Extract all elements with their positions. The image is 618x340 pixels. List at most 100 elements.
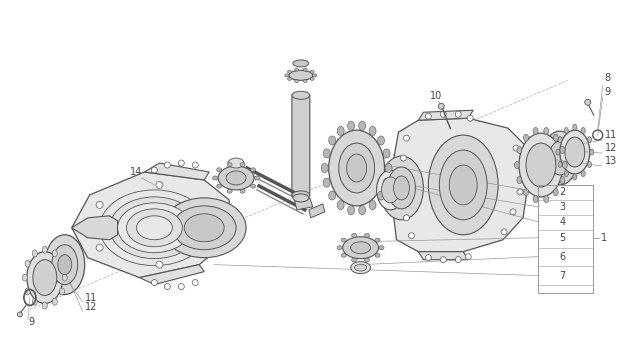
Text: 6: 6	[559, 252, 565, 262]
Circle shape	[517, 189, 523, 195]
Ellipse shape	[323, 149, 330, 158]
Circle shape	[17, 312, 22, 317]
Ellipse shape	[582, 128, 585, 134]
Ellipse shape	[369, 201, 376, 209]
Ellipse shape	[172, 206, 236, 250]
Ellipse shape	[255, 176, 260, 180]
Ellipse shape	[556, 149, 560, 155]
Ellipse shape	[590, 149, 594, 155]
Ellipse shape	[329, 130, 384, 206]
Ellipse shape	[378, 136, 384, 145]
Ellipse shape	[52, 245, 78, 285]
Ellipse shape	[53, 250, 57, 257]
Polygon shape	[72, 216, 117, 240]
Ellipse shape	[341, 253, 346, 257]
Circle shape	[425, 255, 431, 261]
Ellipse shape	[250, 168, 255, 172]
Text: 7: 7	[559, 271, 565, 280]
Circle shape	[520, 165, 526, 171]
Ellipse shape	[562, 162, 567, 169]
Ellipse shape	[519, 133, 563, 197]
Text: 9: 9	[604, 87, 611, 97]
Ellipse shape	[287, 78, 292, 80]
Ellipse shape	[573, 174, 577, 180]
Text: 14: 14	[130, 167, 142, 177]
Ellipse shape	[53, 298, 57, 305]
Ellipse shape	[127, 209, 182, 247]
Ellipse shape	[45, 235, 85, 294]
Ellipse shape	[285, 74, 289, 77]
Ellipse shape	[43, 246, 48, 253]
Ellipse shape	[163, 198, 246, 258]
Circle shape	[156, 261, 163, 268]
Ellipse shape	[560, 147, 565, 153]
Ellipse shape	[240, 163, 245, 167]
Circle shape	[84, 224, 91, 231]
Circle shape	[440, 257, 446, 262]
Ellipse shape	[343, 237, 379, 259]
Ellipse shape	[303, 68, 307, 71]
Ellipse shape	[57, 255, 72, 275]
Ellipse shape	[378, 191, 384, 200]
Ellipse shape	[43, 302, 48, 309]
Circle shape	[425, 113, 431, 119]
Ellipse shape	[287, 70, 292, 73]
Ellipse shape	[449, 165, 477, 205]
Polygon shape	[309, 204, 324, 218]
Ellipse shape	[560, 130, 590, 174]
Ellipse shape	[32, 298, 37, 305]
Ellipse shape	[573, 124, 577, 130]
Circle shape	[400, 195, 407, 201]
Ellipse shape	[582, 171, 585, 176]
Ellipse shape	[544, 195, 549, 203]
Ellipse shape	[137, 216, 172, 240]
Ellipse shape	[558, 162, 562, 168]
Ellipse shape	[240, 189, 245, 193]
Ellipse shape	[227, 189, 232, 193]
Ellipse shape	[515, 162, 520, 169]
Ellipse shape	[227, 163, 232, 167]
Ellipse shape	[526, 143, 556, 187]
Ellipse shape	[350, 242, 371, 254]
Ellipse shape	[310, 78, 314, 80]
Polygon shape	[72, 172, 229, 277]
Ellipse shape	[352, 233, 357, 237]
Circle shape	[164, 284, 171, 290]
Text: 3: 3	[559, 202, 565, 212]
Ellipse shape	[564, 171, 569, 176]
Ellipse shape	[352, 258, 357, 262]
Ellipse shape	[533, 195, 538, 203]
Polygon shape	[140, 265, 204, 285]
Ellipse shape	[549, 141, 571, 175]
Circle shape	[192, 279, 198, 286]
Circle shape	[399, 175, 405, 181]
Circle shape	[400, 155, 407, 161]
Circle shape	[408, 233, 415, 239]
Ellipse shape	[293, 194, 309, 202]
Ellipse shape	[303, 80, 307, 83]
Circle shape	[179, 284, 184, 290]
Ellipse shape	[293, 60, 309, 67]
Ellipse shape	[533, 128, 538, 135]
Ellipse shape	[544, 128, 549, 135]
Ellipse shape	[588, 162, 591, 168]
Ellipse shape	[347, 206, 355, 215]
Circle shape	[510, 209, 516, 215]
Ellipse shape	[553, 134, 558, 141]
Circle shape	[404, 135, 410, 141]
Ellipse shape	[369, 126, 376, 135]
Polygon shape	[145, 163, 210, 180]
Ellipse shape	[355, 264, 366, 271]
Circle shape	[196, 209, 203, 216]
Circle shape	[455, 257, 461, 262]
Ellipse shape	[542, 131, 578, 185]
Circle shape	[513, 145, 519, 151]
Ellipse shape	[565, 137, 585, 167]
Ellipse shape	[213, 176, 218, 180]
Text: 8: 8	[604, 73, 611, 83]
Ellipse shape	[517, 177, 522, 184]
Ellipse shape	[347, 121, 355, 130]
Ellipse shape	[381, 177, 399, 203]
Text: 9: 9	[28, 318, 34, 327]
Ellipse shape	[62, 274, 67, 281]
